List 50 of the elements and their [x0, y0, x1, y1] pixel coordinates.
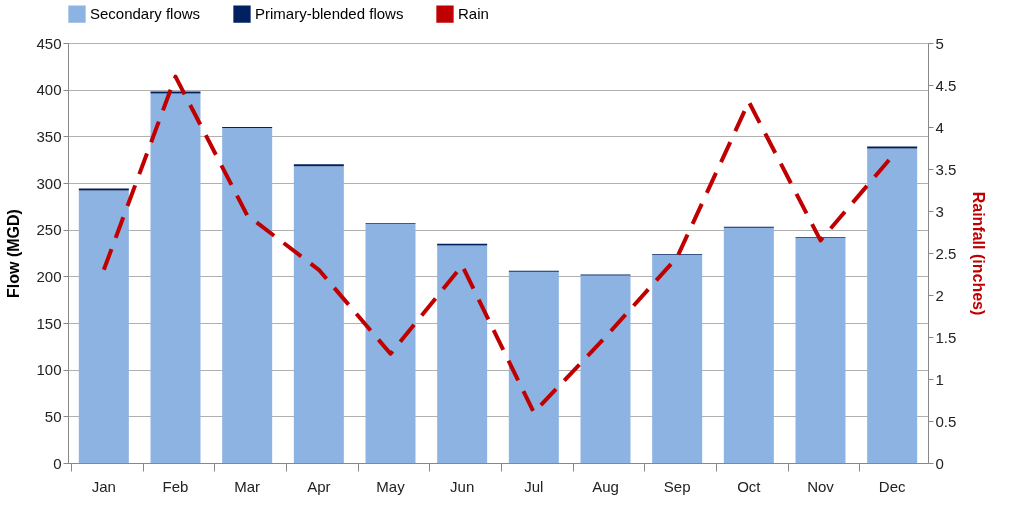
y-tick-label: 400	[36, 81, 62, 99]
x-tick-label: Jun	[450, 477, 475, 495]
y-tick-label: 200	[36, 267, 62, 285]
y2-tick-label: 5	[935, 34, 944, 52]
y2-tick-label: 3.5	[935, 160, 957, 178]
bar	[150, 93, 201, 463]
y2-tick-label: 2.5	[935, 244, 957, 262]
y-axis-title: Flow (MGD)	[5, 209, 23, 298]
x-tick-label: Sep	[663, 477, 691, 495]
y2-tick-label: 1	[935, 370, 944, 388]
x-tick-label: Dec	[878, 477, 906, 495]
bar	[508, 271, 559, 463]
bar	[580, 275, 631, 463]
legend-label: Secondary flows	[90, 5, 201, 23]
legend-label: Primary-blended flows	[255, 5, 404, 23]
bar	[652, 254, 703, 463]
y2-tick-label: 2	[935, 286, 944, 304]
bar	[867, 148, 918, 463]
bar	[222, 127, 273, 463]
bar	[437, 245, 488, 463]
legend-label: Rain	[458, 5, 489, 23]
x-tick-label: Apr	[307, 477, 331, 495]
bar	[795, 238, 846, 463]
y-tick-label: 250	[36, 221, 62, 239]
bar	[78, 190, 129, 463]
y-tick-label: 0	[53, 454, 62, 472]
x-tick-label: Jul	[524, 477, 544, 495]
x-tick-label: Feb	[162, 477, 189, 495]
y-tick-label: 100	[36, 361, 62, 379]
y2-tick-label: 0	[935, 454, 944, 472]
y-tick-label: 450	[36, 34, 62, 52]
y-tick-label: 350	[36, 127, 62, 145]
y-tick-label: 300	[36, 174, 62, 192]
x-tick-label: Nov	[807, 477, 835, 495]
y2-axis-title: Rainfall (inches)	[970, 191, 988, 316]
x-tick-label: Oct	[737, 477, 762, 495]
x-tick-label: Aug	[592, 477, 619, 495]
y-tick-label: 50	[44, 407, 62, 425]
x-tick-label: Jan	[91, 477, 116, 495]
x-tick-label: Mar	[234, 477, 261, 495]
y2-tick-label: 4	[935, 118, 944, 136]
y2-tick-label: 1.5	[935, 328, 957, 346]
y2-tick-label: 4.5	[935, 76, 957, 94]
y2-tick-label: 0.5	[935, 412, 957, 430]
x-tick-label: May	[376, 477, 406, 495]
bar	[365, 224, 416, 463]
bar	[723, 227, 774, 463]
bar	[293, 166, 344, 463]
y2-tick-label: 3	[935, 202, 944, 220]
y-tick-label: 150	[36, 314, 62, 332]
